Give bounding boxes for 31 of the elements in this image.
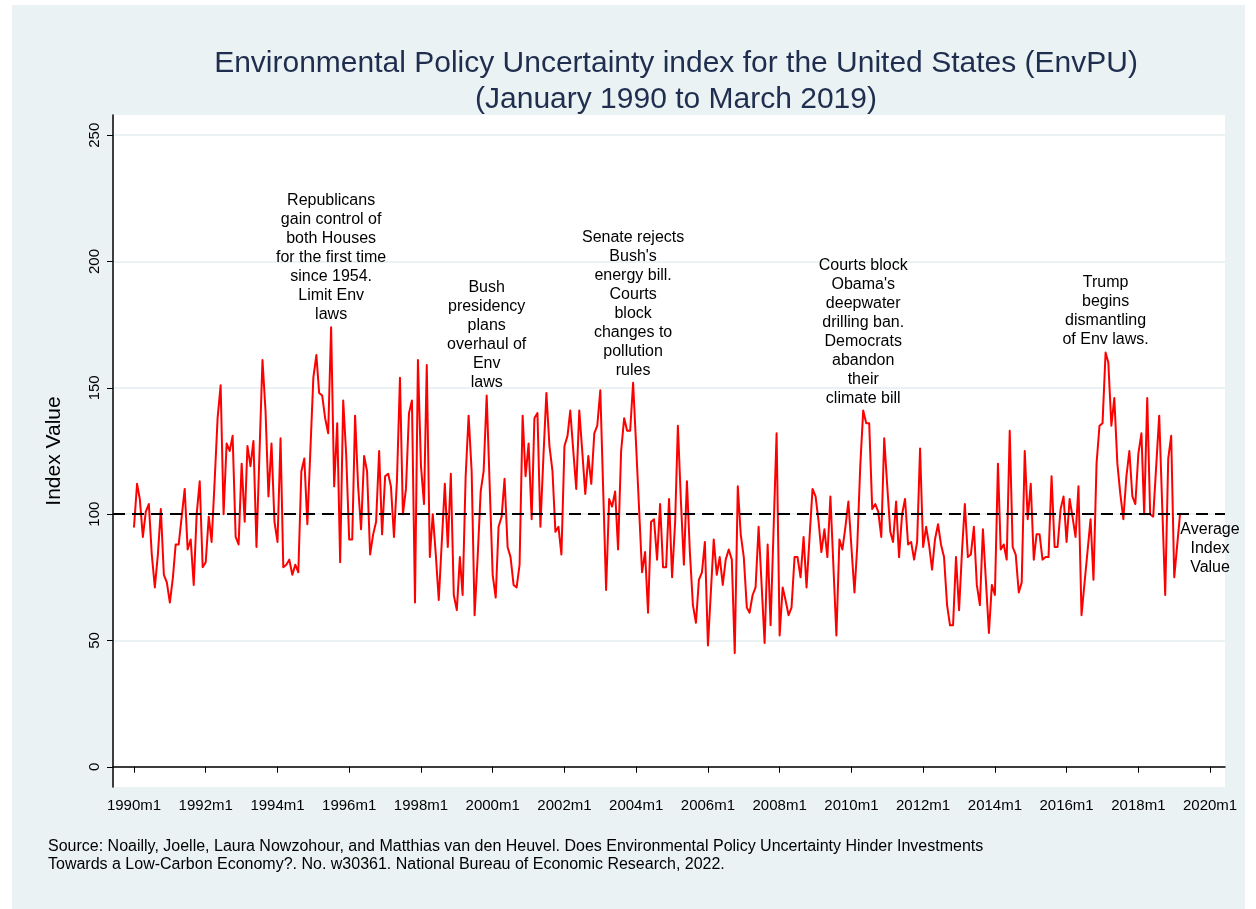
x-tick-label: 1996m1 <box>322 796 377 813</box>
y-tick-label: 250 <box>85 122 102 148</box>
annotation: Republicans gain control of both Houses for the first time since 1954. Limit Env laws <box>275 191 387 323</box>
y-tick-label: 200 <box>85 249 102 275</box>
y-tick-label: 150 <box>85 375 102 401</box>
x-tick-label: 2012m1 <box>896 796 951 813</box>
x-tick-label: 1990m1 <box>106 796 162 813</box>
x-tick-label: 2020m1 <box>1182 796 1238 813</box>
x-tick-label: 2000m1 <box>465 796 520 813</box>
y-axis-title: Index Value <box>41 396 64 506</box>
annotation: Trump begins dismantling of Env laws. <box>1062 273 1149 348</box>
y-tick-label: 50 <box>85 632 102 649</box>
x-tick-label: 2004m1 <box>609 796 664 813</box>
x-tick-label: 2002m1 <box>537 796 592 813</box>
annotation: Bush presidency plans overhaul of Env laws <box>447 278 527 391</box>
x-tick-label: 2008m1 <box>752 796 807 813</box>
x-tick-label: 2006m1 <box>680 796 736 813</box>
ref-line-label: Average Index Value <box>1180 520 1240 576</box>
chart-title: Environmental Policy Uncertainty index for the United States (EnvPU) (January 1990 to March 2019) <box>214 44 1138 114</box>
annotation: Courts block Obama's deepwater drilling ban. Democrats abandon their climate bill <box>818 255 909 406</box>
y-tick-label: 0 <box>85 762 102 771</box>
x-tick-label: 1998m1 <box>393 796 449 813</box>
x-tick-label: 2016m1 <box>1039 796 1094 813</box>
y-tick-label: 100 <box>85 501 102 527</box>
x-tick-label: 2018m1 <box>1111 796 1166 813</box>
x-tick-label: 2010m1 <box>824 796 879 813</box>
x-tick-label: 1994m1 <box>250 796 305 813</box>
source-note: Source: Noailly, Joelle, Laura Nowzohour, and Matthias van den Heuvel. Does Environmental Policy Uncertainty Hinder Investments Towards a Low-Carbon Economy?. No. w30361. National Bureau of Economic Research, 2022. <box>48 836 984 872</box>
x-tick-label: 2014m1 <box>967 796 1023 813</box>
x-tick-label: 1992m1 <box>178 796 233 813</box>
annotation: Senate rejects Bush's energy bill. Courts block changes to pollution rules <box>581 227 685 378</box>
